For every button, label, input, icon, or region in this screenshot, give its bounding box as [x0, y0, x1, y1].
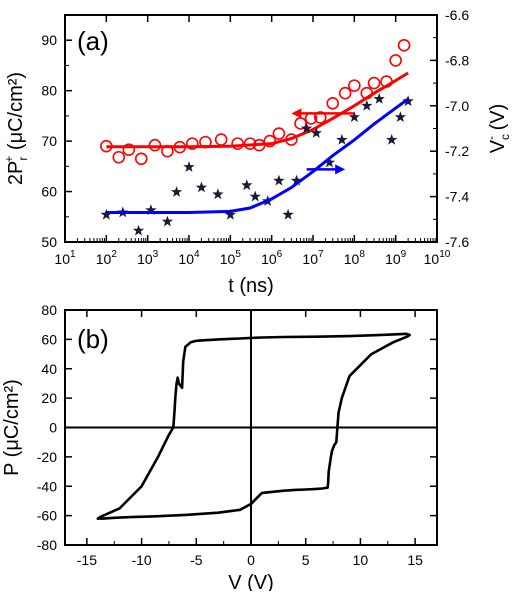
data-point-circle	[313, 111, 327, 124]
x-tick-label: 102	[96, 249, 118, 267]
data-point-star	[300, 122, 313, 134]
data-point-circle	[122, 143, 136, 156]
data-point-star	[323, 156, 336, 168]
data-point-star	[386, 133, 398, 145]
data-point-circle	[397, 38, 411, 52]
x-tick-label: 5	[302, 552, 310, 568]
y-right-axis-label: Vc- (V)	[484, 104, 512, 154]
data-point-circle	[326, 96, 340, 110]
data-point-circle	[214, 133, 228, 146]
x-tick-label: 103	[137, 249, 159, 267]
panel-b: -15 -10 -5 0 5 10 15 -80 -60 -40 -20 0 20 40 60 80 (b) V …	[1, 302, 438, 594]
data-point-star	[100, 208, 112, 220]
data-point-star	[224, 208, 236, 220]
data-point-circle	[367, 76, 381, 90]
y-tick-label: -40	[37, 478, 57, 494]
fit-line-1	[106, 71, 409, 149]
y-left-tick-label: 50	[41, 234, 57, 250]
data-point-star	[336, 133, 348, 145]
y-right-tick-label: -7.0	[445, 98, 469, 114]
y-tick-label: -80	[37, 537, 57, 553]
panel-label-a: (a)	[77, 26, 109, 56]
x-tick-label: 15	[407, 552, 423, 568]
x-tick-label: -5	[190, 552, 203, 568]
y-tick-label: 0	[49, 420, 57, 436]
x-tick-label: -15	[77, 552, 97, 568]
fit-line-3	[106, 97, 409, 214]
y-tick-label: 60	[41, 331, 57, 347]
x-tick-label: 106	[261, 249, 283, 267]
data-point-star	[290, 174, 303, 186]
y-left-tick-label: 60	[41, 184, 57, 200]
hysteresis-loop-0	[96, 332, 411, 520]
data-point-circle	[148, 138, 162, 152]
x-tick-label: 1010	[424, 249, 451, 267]
data-point-star	[348, 111, 360, 122]
data-point-circle	[348, 79, 361, 92]
data-point-circle	[338, 86, 352, 100]
x-tick-label: -10	[131, 552, 151, 568]
data-point-star	[373, 93, 385, 104]
x-tick-label: 101	[54, 249, 76, 267]
data-point-circle	[185, 137, 199, 150]
y-tick-label: -20	[37, 449, 57, 465]
panel-label-b: (b)	[77, 324, 109, 354]
data-point-circle	[272, 127, 286, 140]
data-point-star	[361, 99, 373, 111]
y-right-tick-label: -6.6	[445, 7, 469, 23]
x-tick-label: 105	[220, 249, 242, 267]
y-tick-label: 40	[41, 361, 57, 377]
data-point-circle	[263, 134, 277, 148]
data-point-star	[273, 174, 285, 186]
x-tick-label: 10	[353, 552, 369, 568]
data-point-star	[212, 188, 224, 200]
x-tick-label: 104	[178, 249, 200, 267]
data-point-circle	[134, 152, 148, 166]
data-point-star	[195, 181, 208, 193]
y-right-tick-label: -7.2	[445, 143, 469, 159]
data-point-star	[282, 208, 294, 220]
x-tick-label: 108	[344, 249, 366, 267]
y-right-tick-label: -6.8	[445, 52, 469, 68]
y-axis-label-b: P (μC/cm²)	[1, 379, 23, 476]
data-point-circle	[294, 117, 307, 130]
data-point-circle	[112, 150, 126, 164]
data-point-star	[183, 161, 195, 172]
panel-a: 101 102 103 104 105 106 107 108 109 1010 50 60 70 80 9…	[2, 7, 512, 297]
arrow-head-0	[291, 108, 302, 119]
data-point-star	[132, 224, 145, 236]
x-tick-label: 107	[302, 249, 324, 267]
data-point-star	[170, 186, 183, 197]
y-right-tick-label: -7.6	[445, 234, 469, 250]
y-right-tick-label: -7.4	[445, 189, 469, 205]
x-axis-label-b: V (V)	[228, 572, 274, 591]
y-tick-label: 80	[41, 302, 57, 318]
data-point-star	[249, 190, 261, 202]
data-point-star	[241, 179, 253, 191]
x-axis-label-a: t (ns)	[228, 275, 274, 297]
y-tick-label: 20	[41, 390, 57, 406]
y-left-tick-label: 70	[41, 133, 57, 149]
data-point-circle	[231, 137, 244, 150]
y-tick-label: -60	[37, 508, 57, 524]
data-point-star	[394, 111, 407, 122]
x-tick-label: 109	[385, 249, 407, 267]
y-left-axis-label: 2Pr+ (μC/cm²)	[2, 72, 30, 185]
data-point-star	[310, 127, 322, 138]
y-left-tick-label: 80	[41, 83, 57, 99]
x-tick-label: 0	[247, 552, 255, 568]
arrow-head-1	[335, 164, 346, 175]
data-point-circle	[389, 54, 402, 67]
data-point-star	[161, 215, 174, 227]
data-point-star	[145, 204, 157, 216]
y-left-tick-label: 90	[41, 32, 57, 48]
